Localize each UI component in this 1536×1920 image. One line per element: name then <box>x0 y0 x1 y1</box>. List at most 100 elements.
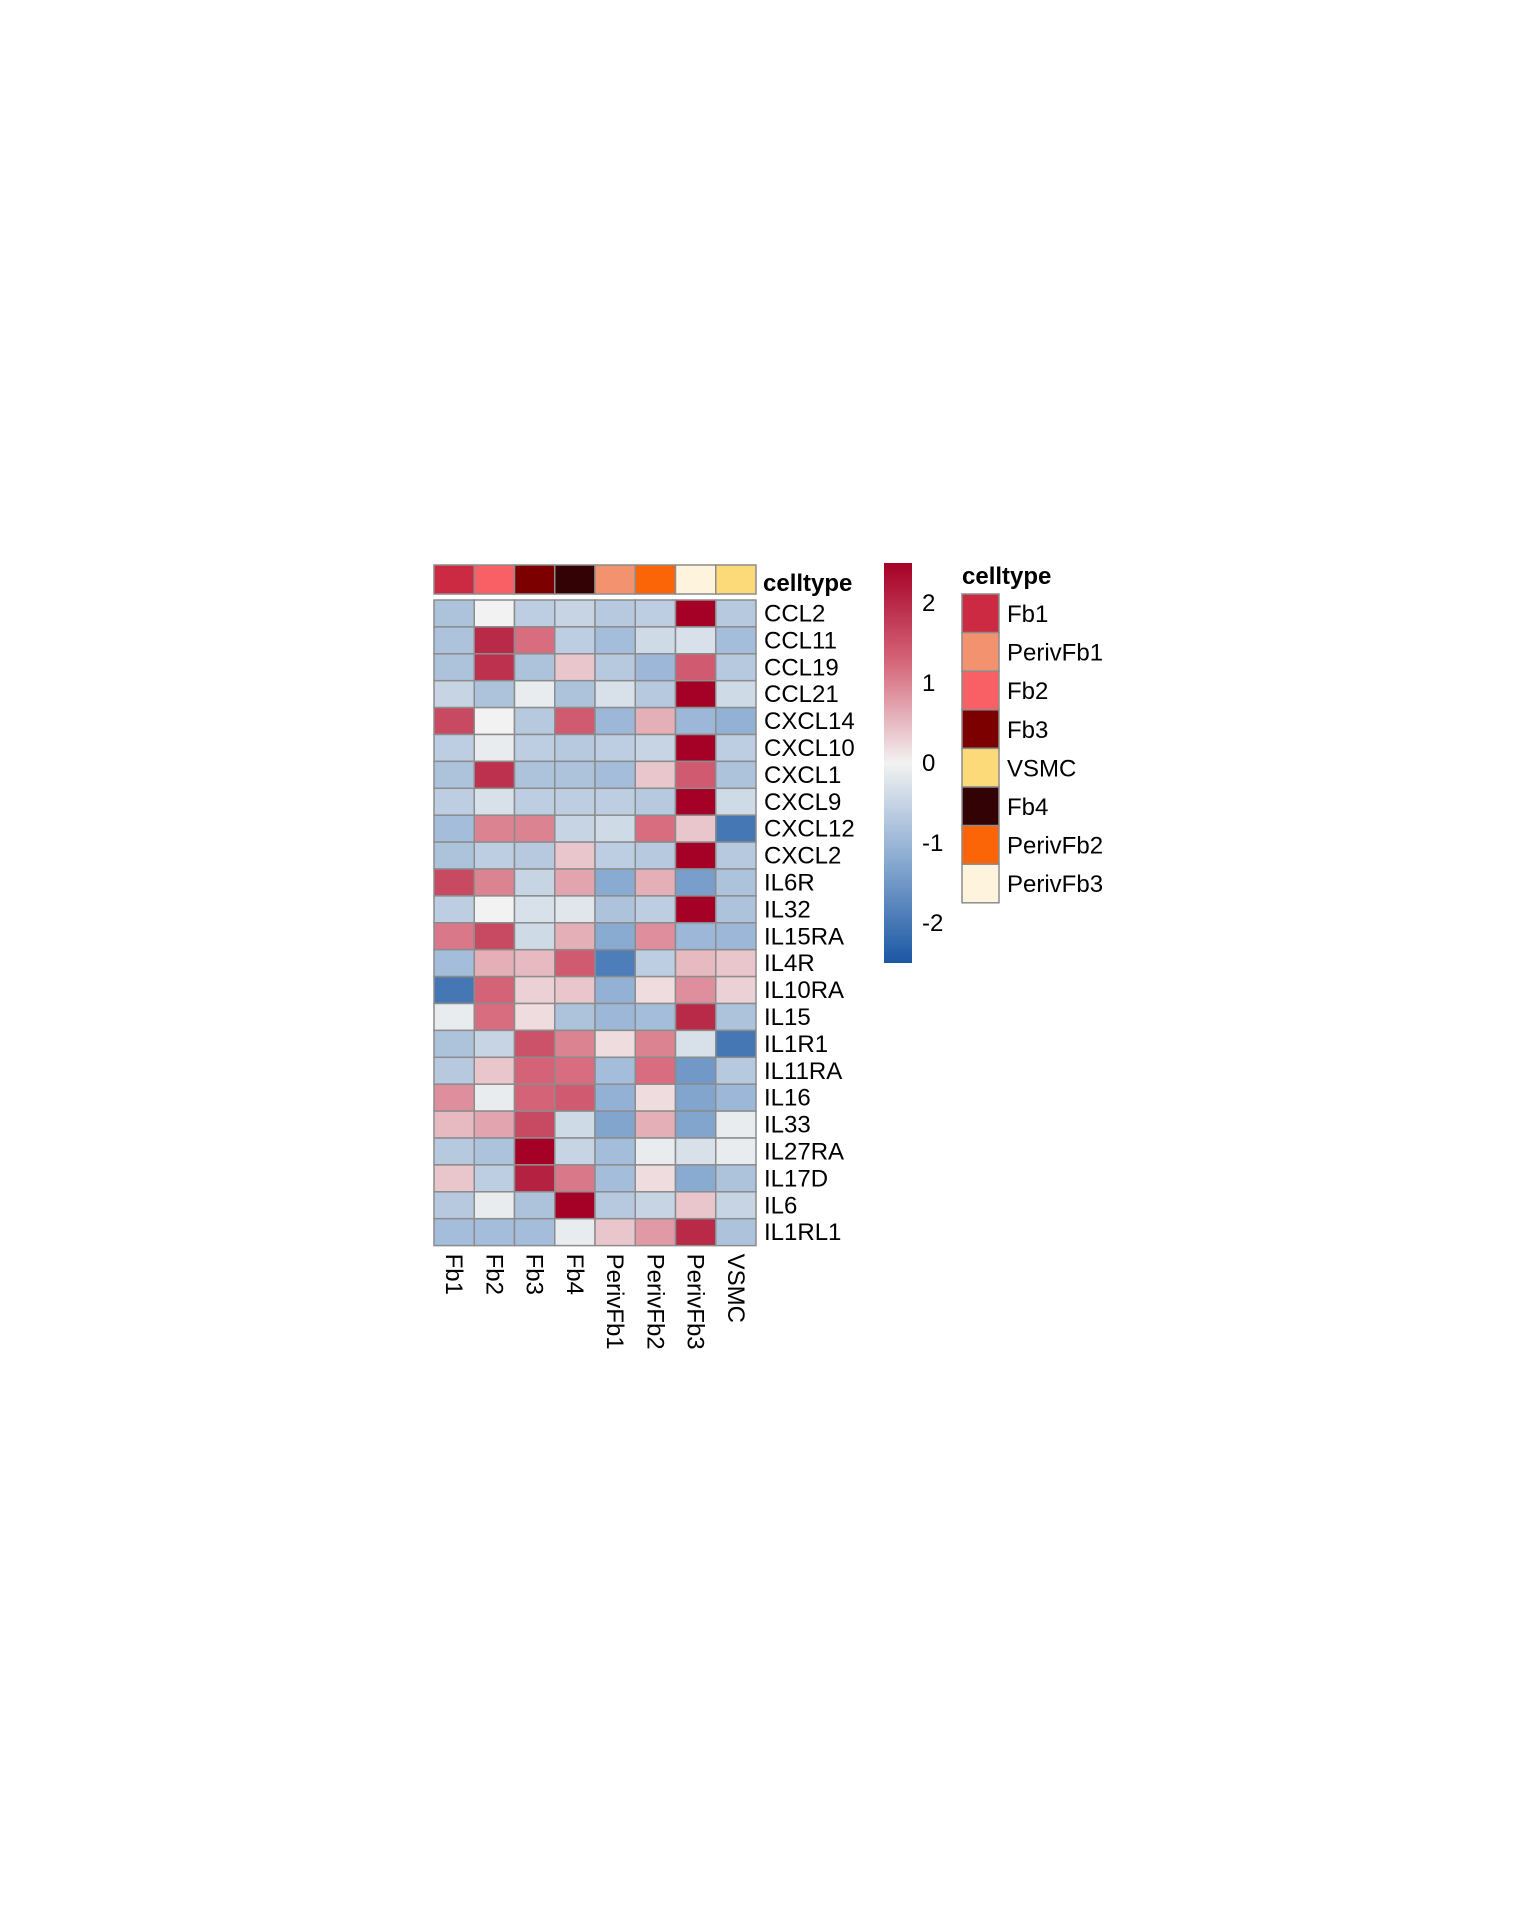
color-scale-bar <box>884 563 912 963</box>
heatmap-cell <box>554 868 596 897</box>
heatmap-cell <box>473 1137 516 1166</box>
heatmap-cell <box>554 1217 596 1247</box>
heatmap-cell <box>433 706 475 736</box>
heatmap-cell <box>513 760 556 790</box>
heatmap-cell <box>554 1164 596 1193</box>
heatmap-cell <box>634 1217 677 1247</box>
heatmap-cell <box>473 868 516 897</box>
heatmap-cell <box>715 653 757 682</box>
heatmap-cell <box>594 760 636 790</box>
heatmap-cell <box>715 1110 757 1139</box>
heatmap-cell <box>594 1056 636 1085</box>
heatmap-cell <box>473 975 516 1005</box>
heatmap-cell <box>634 841 677 870</box>
heatmap-cell <box>674 841 717 870</box>
legend-label: PerivFb1 <box>1007 640 1103 667</box>
gene-label: IL1R1 <box>764 1031 828 1058</box>
heatmap-cell <box>715 868 757 897</box>
heatmap-cell <box>513 814 556 843</box>
column-label: PerivFb1 <box>601 1254 628 1350</box>
heatmap-cell <box>715 1056 757 1085</box>
heatmap-cell <box>634 733 677 763</box>
heatmap-cell <box>554 948 596 978</box>
legend-swatch <box>961 593 1000 634</box>
heatmap-cell <box>674 679 717 709</box>
heatmap-cell <box>513 653 556 682</box>
heatmap-cell <box>554 626 596 655</box>
heatmap-cell <box>634 653 677 682</box>
heatmap-cell <box>513 922 556 951</box>
heatmap-cell <box>715 706 757 736</box>
heatmap-cell <box>634 1191 677 1220</box>
heatmap-cell <box>715 626 757 655</box>
heatmap-cell <box>473 1164 516 1193</box>
legend-label: Fb4 <box>1007 794 1048 821</box>
gene-label: IL33 <box>764 1112 811 1139</box>
heatmap-cell <box>433 895 475 924</box>
heatmap-cell <box>513 599 556 628</box>
heatmap-cell <box>513 1056 556 1085</box>
heatmap-cell <box>634 922 677 951</box>
heatmap-cell <box>715 1191 757 1220</box>
heatmap-cell <box>715 733 757 763</box>
heatmap-cell <box>433 1029 475 1059</box>
heatmap-cell <box>634 626 677 655</box>
heatmap-cell <box>594 653 636 682</box>
gene-label: IL6 <box>764 1192 797 1219</box>
heatmap-cell <box>674 895 717 924</box>
legend-swatch <box>961 824 1000 865</box>
heatmap-cell <box>715 895 757 924</box>
heatmap-cell <box>674 653 717 682</box>
heatmap-cell <box>433 1002 475 1032</box>
heatmap-cell <box>554 1137 596 1166</box>
heatmap-cell <box>554 1029 596 1059</box>
heatmap-cell <box>433 1083 475 1112</box>
heatmap-cell <box>674 599 717 628</box>
column-label: VSMC <box>722 1254 749 1323</box>
legend-label: PerivFb2 <box>1007 833 1103 860</box>
heatmap-cell <box>554 787 596 816</box>
heatmap-cell <box>433 841 475 870</box>
heatmap-cell <box>473 653 516 682</box>
heatmap-cell <box>473 1110 516 1139</box>
celltype-legend-items: Fb1 PerivFb1 Fb2 Fb3 VSMC Fb4 PerivFb2 PerivFb3 <box>961 593 1103 904</box>
gene-label: IL15 <box>764 1004 811 1031</box>
heatmap-cell <box>473 895 516 924</box>
heatmap-cell <box>513 626 556 655</box>
heatmap-cell <box>554 706 596 736</box>
heatmap-cell <box>433 922 475 951</box>
gene-label: IL1RL1 <box>764 1219 841 1246</box>
heatmap-cell <box>433 814 475 843</box>
heatmap-cell <box>634 948 677 978</box>
heatmap-cell <box>594 922 636 951</box>
heatmap-cell <box>473 1002 516 1032</box>
heatmap-cell <box>433 626 475 655</box>
heatmap-cell <box>594 1164 636 1193</box>
heatmap-cell <box>715 760 757 790</box>
gene-label: CXCL2 <box>764 843 841 870</box>
heatmap-cell <box>473 1083 516 1112</box>
legend-label: Fb3 <box>1007 717 1048 744</box>
annotation-cell <box>594 564 636 595</box>
heatmap-cell <box>513 679 556 709</box>
heatmap-cell <box>513 1191 556 1220</box>
heatmap-cell <box>513 841 556 870</box>
heatmap-cell <box>715 1164 757 1193</box>
column-label: Fb2 <box>480 1254 507 1295</box>
heatmap-cell <box>554 1083 596 1112</box>
heatmap-cell <box>554 599 596 628</box>
heatmap-cell <box>513 706 556 736</box>
heatmap-cell <box>594 868 636 897</box>
heatmap-cell <box>473 599 516 628</box>
heatmap-cell <box>554 1191 596 1220</box>
annotation-row-label: celltype <box>763 570 852 597</box>
heatmap-cell <box>594 895 636 924</box>
heatmap-cell <box>473 922 516 951</box>
color-scale-tick-label: 2 <box>922 590 935 617</box>
heatmap-cell <box>513 1217 556 1247</box>
heatmap-cell <box>594 1083 636 1112</box>
heatmap-cell <box>594 626 636 655</box>
heatmap-cell <box>473 787 516 816</box>
heatmap-cell <box>674 1217 717 1247</box>
heatmap-cell <box>554 895 596 924</box>
